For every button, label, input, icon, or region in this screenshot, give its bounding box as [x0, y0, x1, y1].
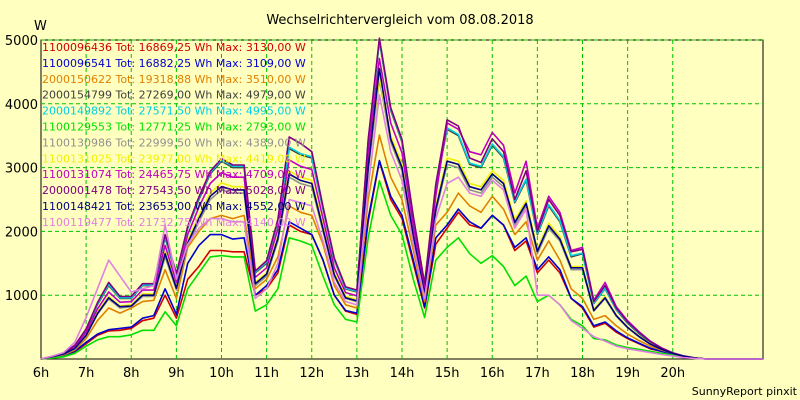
series-lines: [40, 37, 763, 360]
legend-entry: 1100131025 Tot: 23977,00 Wh Max: 4419,00…: [42, 152, 306, 165]
legend-entry: 2000154799 Tot: 27269,00 Wh Max: 4979,00…: [42, 89, 306, 102]
x-tick-label: 15h: [435, 366, 460, 381]
x-tick-label: 13h: [344, 366, 369, 381]
x-tick-label: 7h: [78, 366, 95, 381]
legend-entry: 1100130986 Tot: 22999,50 Wh Max: 4389,00…: [42, 136, 306, 149]
y-axis-label: W: [34, 19, 47, 34]
y-axis-ticks: 1000 2000 3000 4000 5000: [5, 34, 38, 304]
x-tick-label: 10h: [209, 366, 234, 381]
legend-entry: 1100096541 Tot: 16882,25 Wh Max: 3109,00…: [42, 57, 306, 70]
series-line-1: [40, 159, 763, 360]
series-line-5: [40, 180, 763, 360]
x-tick-label: 18h: [570, 366, 595, 381]
series-line-9: [40, 37, 763, 360]
y-tick-label: 3000: [5, 162, 38, 177]
x-tick-label: 17h: [525, 366, 550, 381]
legend: 1100096436 Tot: 16869,25 Wh Max: 3130,00…: [42, 41, 306, 229]
y-tick-label: 5000: [5, 34, 38, 49]
x-tick-label: 11h: [254, 366, 279, 381]
legend-entry: 1100129553 Tot: 12771,25 Wh Max: 2793,00…: [42, 121, 306, 134]
x-tick-label: 8h: [123, 366, 140, 381]
series-line-2: [40, 134, 763, 360]
legend-entry: 1100119477 Tot: 21732,75 Wh Max: 4140,00…: [42, 216, 306, 229]
legend-entry: 2000150622 Tot: 19318,88 Wh Max: 3510,00…: [42, 73, 306, 86]
x-tick-label: 14h: [390, 366, 415, 381]
legend-entry: 2000001478 Tot: 27543,50 Wh Max: 5028,00…: [42, 184, 306, 197]
series-line-10: [40, 67, 763, 360]
y-tick-label: 2000: [5, 225, 38, 240]
x-tick-label: 19h: [615, 366, 640, 381]
legend-entry: 1100131074 Tot: 24465,75 Wh Max: 4709,00…: [42, 168, 306, 181]
x-tick-label: 9h: [168, 366, 185, 381]
y-tick-label: 1000: [5, 289, 38, 304]
x-tick-label: 12h: [299, 366, 324, 381]
legend-entry: 1100148421 Tot: 23653,00 Wh Max: 4552,00…: [42, 200, 306, 213]
footer-credit: SunnyReport pinxit: [692, 385, 798, 398]
legend-entry: 1100096436 Tot: 16869,25 Wh Max: 3130,00…: [42, 41, 306, 54]
legend-entry: 2000149892 Tot: 27571,50 Wh Max: 4995,00…: [42, 105, 306, 118]
x-tick-label: 20h: [660, 366, 685, 381]
y-tick-label: 4000: [5, 98, 38, 113]
x-tick-label: 16h: [480, 366, 505, 381]
series-line-11: [40, 94, 763, 360]
x-axis-ticks: 6h 7h 8h 9h 10h 11h 12h 13h 14h 15h 16h 17h 18h 19h 20…: [33, 366, 685, 381]
x-tick-label: 6h: [33, 366, 50, 381]
chart-title: Wechselrichtervergleich vom 08.08.2018: [266, 13, 533, 28]
